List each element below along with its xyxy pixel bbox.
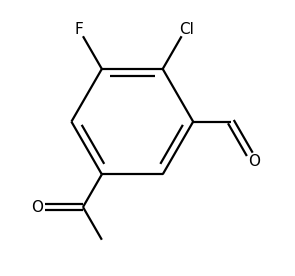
Text: F: F <box>75 22 83 37</box>
Text: Cl: Cl <box>179 22 194 36</box>
Text: O: O <box>31 200 43 214</box>
Text: O: O <box>248 154 260 169</box>
